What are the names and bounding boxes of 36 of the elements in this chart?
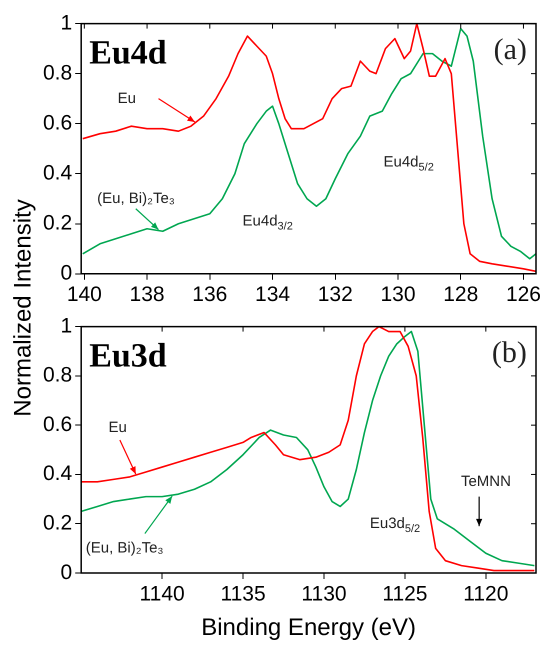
annotation: (b) (492, 336, 527, 369)
x-tick-label: 1125 (382, 582, 428, 606)
y-tick-label: 1 (60, 11, 72, 34)
text: Eu (108, 418, 127, 436)
y-tick-label: 0.8 (42, 61, 72, 84)
chart-title: Eu4d (89, 34, 167, 72)
y-tick-label: 0 (60, 262, 72, 285)
y-tick-label: 0.8 (42, 364, 72, 387)
y-tick-label: 0.6 (42, 111, 72, 134)
x-tick-label: 140 (66, 283, 102, 306)
y-tick-label: 0.4 (42, 462, 73, 486)
y-tick-label: 0.2 (42, 212, 72, 235)
x-tick-label: 132 (318, 283, 353, 306)
x-tick-label: 126 (506, 283, 541, 306)
y-tick-label: 0.2 (42, 512, 72, 535)
x-tick-label: 136 (192, 283, 228, 306)
y-tick-label: 0.6 (42, 412, 72, 436)
annotation: TeMNN (460, 472, 511, 490)
x-tick-label: 138 (130, 283, 165, 306)
series-label: Eu (118, 90, 136, 107)
x-tick-label: 1140 (140, 582, 185, 606)
x-tick-label: 1135 (220, 582, 266, 606)
y-tick-label: 0.4 (42, 162, 73, 185)
y-axis-title: Normalized Intensity (10, 199, 38, 417)
chart-title: Eu3d (89, 337, 167, 374)
annotation: (a) (494, 32, 527, 66)
y-tick-label: 1 (60, 314, 72, 338)
x-tick-label: 134 (255, 283, 290, 306)
x-tick-label: 130 (380, 283, 416, 306)
y-tick-label: 0 (60, 560, 72, 584)
series-label: (Eu, Bi)₂Te₃ (86, 540, 164, 556)
x-tick-label: 1120 (463, 582, 508, 606)
x-tick-label: 128 (443, 283, 478, 306)
x-axis-title: Binding Energy (eV) (201, 614, 416, 642)
x-tick-label: 1130 (301, 582, 347, 606)
series-label: (Eu, Bi)₂Te₃ (97, 190, 175, 207)
